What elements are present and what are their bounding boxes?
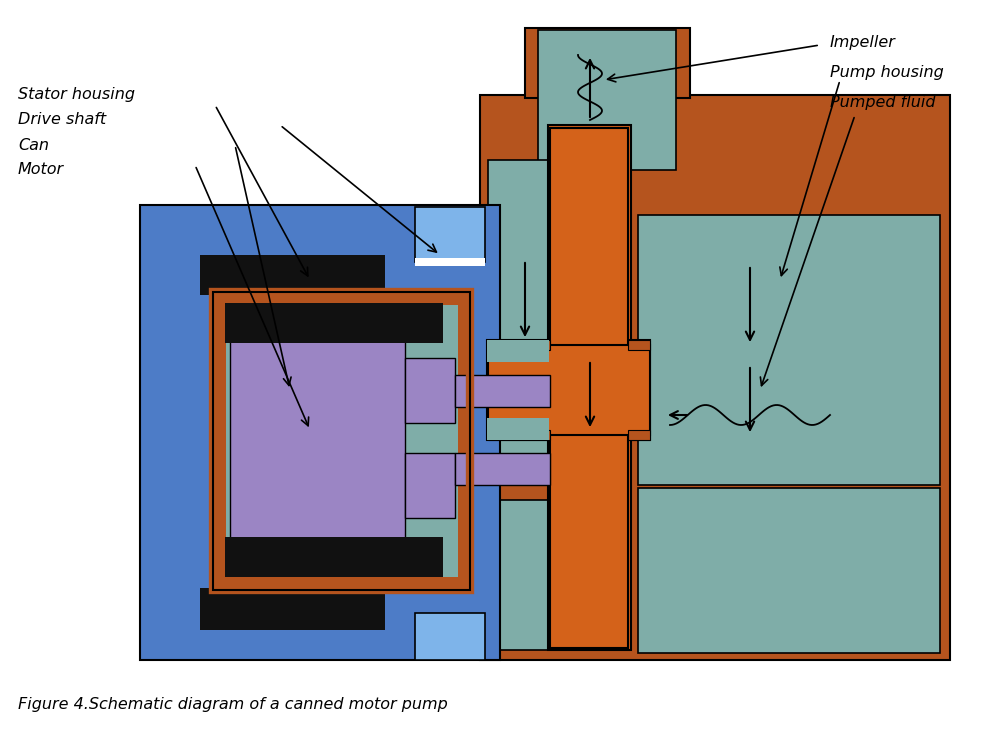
- Bar: [628, 340, 650, 350]
- Bar: [225, 537, 443, 577]
- Text: Figure 4.Schematic diagram of a canned motor pump: Figure 4.Schematic diagram of a canned m…: [18, 697, 448, 712]
- Bar: [525, 28, 690, 98]
- Bar: [488, 500, 568, 650]
- Bar: [550, 128, 628, 648]
- Text: Stator housing: Stator housing: [18, 88, 135, 103]
- Bar: [487, 418, 549, 440]
- Text: Can: Can: [18, 137, 49, 153]
- Bar: [548, 125, 631, 650]
- Bar: [405, 453, 455, 518]
- Bar: [455, 453, 550, 485]
- Bar: [405, 358, 455, 423]
- Bar: [488, 160, 568, 485]
- Bar: [200, 588, 385, 630]
- Text: Pump housing: Pump housing: [830, 64, 944, 80]
- Bar: [213, 292, 470, 590]
- Bar: [415, 207, 485, 262]
- Text: Impeller: Impeller: [830, 35, 896, 49]
- Bar: [638, 488, 940, 653]
- Bar: [213, 292, 470, 590]
- Bar: [140, 205, 500, 660]
- Bar: [415, 258, 485, 266]
- Bar: [225, 303, 443, 343]
- Text: Drive shaft: Drive shaft: [18, 112, 106, 128]
- Bar: [455, 375, 550, 407]
- Bar: [488, 340, 550, 350]
- Bar: [538, 30, 676, 170]
- Bar: [200, 255, 385, 295]
- Bar: [638, 215, 940, 485]
- Bar: [488, 430, 550, 440]
- Bar: [487, 340, 549, 362]
- Text: Pumped fluid: Pumped fluid: [830, 94, 936, 109]
- Bar: [487, 340, 650, 440]
- Text: Motor: Motor: [18, 162, 64, 178]
- Bar: [488, 345, 650, 435]
- Bar: [226, 305, 458, 577]
- Bar: [628, 430, 650, 440]
- Bar: [230, 312, 405, 567]
- Bar: [480, 95, 950, 660]
- Bar: [213, 292, 470, 590]
- Bar: [415, 613, 485, 660]
